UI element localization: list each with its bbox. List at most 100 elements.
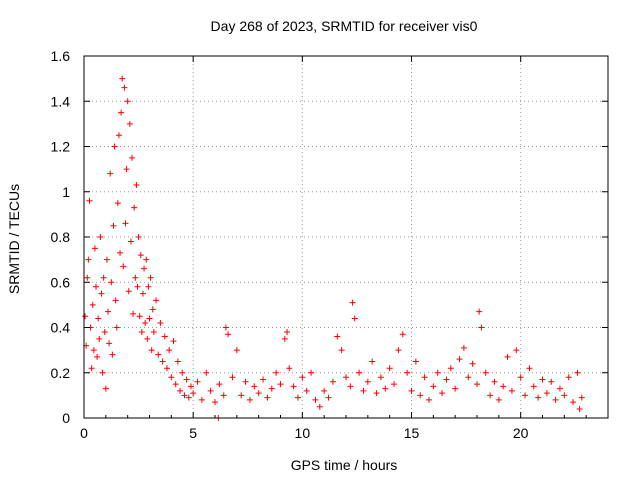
data-point [168,374,175,381]
data-point [465,374,472,381]
data-point [321,387,328,394]
data-point [216,381,223,388]
data-point [552,396,559,403]
data-point [166,347,173,354]
data-point [97,234,104,240]
data-point [268,385,275,392]
data-point [570,399,577,406]
data-point [187,383,194,390]
data-point [434,369,441,376]
data-point [303,387,310,394]
data-point [452,385,459,392]
data-point [115,132,122,139]
data-point [82,313,89,320]
data-point [526,365,533,372]
x-tick-label: 15 [404,425,420,441]
data-point [125,288,132,295]
data-point [508,387,515,394]
data-point [447,365,454,372]
data-point [334,333,341,340]
data-point [504,353,511,360]
data-point [135,234,142,240]
data-point [137,252,144,259]
data-point [155,351,162,358]
data-point [220,392,227,399]
data-point [139,290,146,297]
data-point [144,335,151,342]
data-point [229,374,236,381]
data-point [131,204,138,211]
data-point [233,347,240,354]
data-point [106,340,113,347]
data-point [460,344,467,351]
data-point [212,399,218,406]
data-point [198,396,205,403]
data-point [377,374,384,381]
data-point [108,279,115,286]
data-point [351,315,358,322]
data-point [95,315,102,322]
data-point [474,381,480,388]
data-point [260,376,267,383]
data-point [369,358,376,365]
data-point [238,392,245,399]
data-point [138,329,145,336]
data-point [110,222,117,229]
data-point [94,353,101,360]
data-point [343,374,349,381]
x-tick-label: 5 [189,425,197,441]
data-point [412,358,419,365]
data-point [84,274,91,281]
data-point [565,374,572,381]
x-tick-label: 10 [295,425,311,441]
data-point [111,143,118,150]
y-tick-label: 0 [62,410,70,426]
data-point [141,265,148,272]
data-point [170,338,177,345]
data-point [172,381,179,388]
data-point [174,358,181,365]
data-point [535,394,542,401]
data-point [105,308,112,315]
data-point [133,181,140,188]
data-point [325,394,332,401]
x-tick-label: 0 [80,425,88,441]
axis-ticks [83,55,608,419]
data-point [395,347,402,354]
data-point [574,369,581,376]
data-point [517,374,524,381]
data-point [85,256,92,263]
chart-title: Day 268 of 2023, SRMTID for receiver vis… [211,18,478,34]
data-point [222,324,229,331]
data-point [373,390,380,397]
data-point [382,385,389,392]
data-point [112,297,119,304]
data-point [556,385,563,392]
y-tick-label: 0.8 [51,229,71,245]
data-point [177,387,184,394]
data-point [495,396,502,403]
data-point [203,369,210,376]
data-point [149,306,156,313]
x-tick-labels: 0 5 10 15 20 [80,425,529,441]
data-point [100,274,107,281]
data-point [456,356,463,363]
data-point [482,369,489,376]
y-tick-label: 1.6 [51,48,71,64]
data-point [181,392,188,399]
data-point [246,396,253,403]
data-point [114,200,121,207]
data-point [103,256,110,263]
data-point [120,263,127,270]
data-point [386,365,393,372]
data-point [399,331,406,338]
x-axis-label: GPS time / hours [291,457,398,473]
data-point [109,351,116,358]
data-point [124,98,131,105]
data-point [576,405,583,412]
data-point [96,335,103,342]
data-point [277,381,284,388]
data-point [119,75,126,82]
data-point [281,335,288,342]
